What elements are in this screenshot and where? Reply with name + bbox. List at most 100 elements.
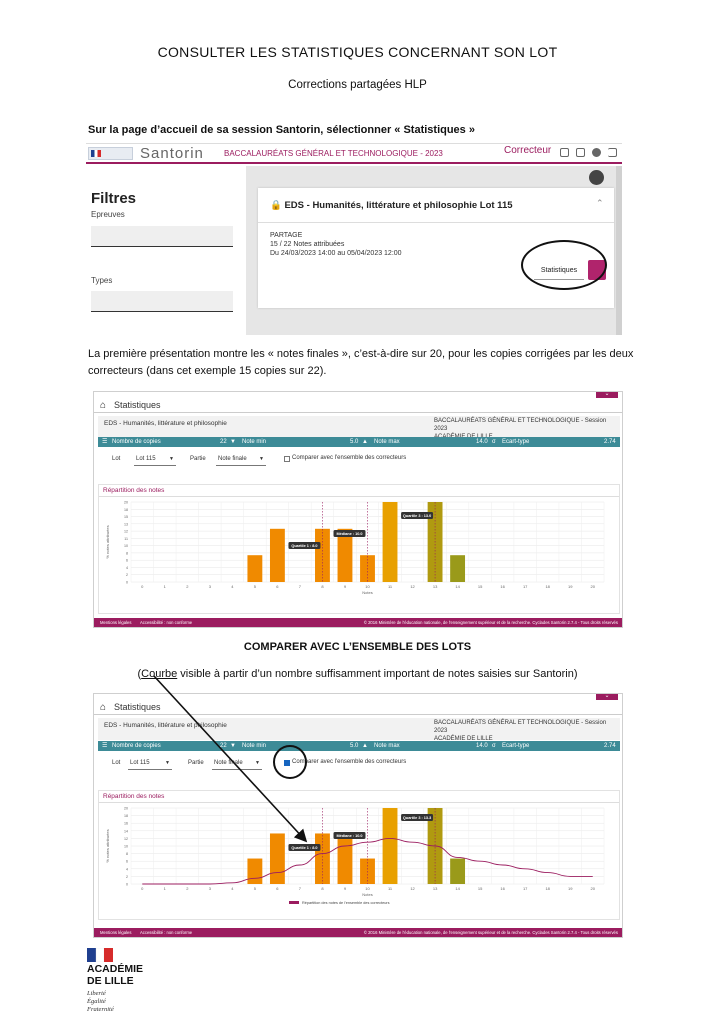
copyright: © 2016 Ministère de l'éducation national… [363, 930, 618, 935]
discipline: EDS - Humanités, littérature et philosop… [104, 722, 227, 729]
x-tick-label: 0 [141, 886, 144, 891]
y-axis-label: % notes attribuées [105, 525, 110, 558]
x-tick-label: 18 [545, 584, 550, 589]
chart-title: Répartition des notes [103, 487, 165, 494]
note-min-value: 5.0 [350, 439, 359, 445]
controls-row: Lot Lot 115 ▼ Partie Note finale ▼ Compare… [98, 754, 620, 774]
partie-label: Partie [190, 456, 206, 462]
x-tick-label: 15 [478, 886, 483, 891]
home-icon[interactable]: ⌂ [100, 400, 107, 411]
instruction-text: Sur la page d’accueil de sa session Sant… [88, 124, 475, 136]
x-tick-label: 12 [410, 584, 415, 589]
x-tick-label: 14 [455, 584, 460, 589]
thumb-down-icon: ▼ [230, 439, 236, 445]
republic-motto: Liberté Égalité Fraternité [87, 990, 114, 1013]
session-title: BACCALAURÉATS GÉNÉRAL ET TECHNOLOGIQUE -… [224, 149, 443, 158]
bac-session: BACCALAURÉATS GÉNÉRAL ET TECHNOLOGIQUE -… [434, 720, 607, 742]
annotation-label: Quartile 1 : 8.0 [291, 846, 317, 850]
chevron-up-icon[interactable]: ⌃ [596, 198, 604, 208]
mentions-link[interactable]: Mentions légales [100, 620, 132, 625]
y-tick-label: 4 [126, 867, 128, 871]
stats-title: Statistiques [114, 400, 161, 410]
info-bar: EDS - Humanités, littérature et philosop… [98, 416, 620, 440]
annotation-label: Quartile 3 : 13.3 [403, 816, 431, 820]
logout-icon[interactable] [608, 148, 617, 157]
section-title-compare: COMPARER AVEC L’ENSEMBLE DES LOTS [243, 641, 472, 653]
thumb-up-icon: ▲ [362, 743, 368, 749]
filter-types-label: Types [91, 276, 113, 285]
x-tick-label: 16 [500, 584, 505, 589]
filter-types-input[interactable] [91, 291, 233, 312]
partie-select[interactable]: Note finale ▼ [216, 453, 266, 466]
lot-select[interactable]: Lot 115 ▼ [134, 453, 176, 466]
accessibility-link[interactable]: Accessibilité : non conforme [140, 930, 193, 935]
marianne-flag-icon [87, 948, 113, 962]
y-axis-label: % notes attribuées [105, 829, 110, 862]
menu-fab-icon[interactable] [589, 170, 604, 185]
lot-select[interactable]: Lot 115 ▼ [128, 757, 172, 770]
x-tick-label: 20 [591, 584, 596, 589]
annotation-label: Quartile 3 : 13.0 [403, 514, 431, 518]
copyright: © 2016 Ministère de l'éducation national… [363, 620, 618, 625]
help-icon[interactable] [592, 148, 601, 157]
note-max-value: 14.0 [476, 743, 488, 749]
annotation-label: Médiane : 10.0 [337, 532, 363, 536]
ecart-label: Ecart-type [502, 439, 530, 445]
x-tick-label: 13 [433, 584, 438, 589]
annotation-box [288, 542, 321, 549]
lots-area: 🔒 EDS - Humanités, littérature et philos… [246, 166, 622, 335]
scrollbar[interactable] [616, 166, 622, 335]
x-tick-label: 2 [186, 584, 189, 589]
mail-icon[interactable] [576, 148, 585, 157]
annotation-box [288, 844, 321, 851]
santorin-header: Santorin BACCALAURÉATS GÉNÉRAL ET TECHNO… [86, 144, 622, 164]
bar [247, 858, 263, 884]
filter-epreuves-input[interactable] [91, 226, 233, 247]
y-tick-label: 14 [124, 829, 128, 833]
annotation-box [333, 832, 366, 839]
santorin-home-screenshot: Santorin BACCALAURÉATS GÉNÉRAL ET TECHNO… [86, 143, 622, 335]
mentions-link[interactable]: Mentions légales [100, 930, 132, 935]
collapse-tab-icon[interactable]: ⌄ [596, 392, 618, 398]
thumb-down-icon: ▼ [230, 743, 236, 749]
y-tick-label: 11 [124, 537, 128, 541]
filters-title: Filtres [91, 190, 137, 207]
bar [382, 502, 398, 582]
x-tick-label: 0 [141, 584, 144, 589]
filters-sidebar: Filtres Epreuves Types [86, 166, 246, 335]
academie-logo-text: ACADÉMIE DE LILLE [87, 963, 144, 987]
statistics-panel-2: ⌄ ⌂ Statistiques EDS - Humanités, littér… [93, 693, 623, 938]
copies-icon: ☰ [102, 743, 108, 749]
thumb-up-icon: ▲ [362, 439, 368, 445]
legend-swatch [289, 901, 299, 904]
bar [450, 555, 466, 582]
stats-footer: Mentions légales Accessibilité : non con… [94, 928, 622, 937]
sigma-icon: σ [492, 743, 496, 749]
x-tick-label: 10 [365, 584, 370, 589]
nb-copies-value: 22 [220, 439, 227, 445]
list-icon[interactable] [560, 148, 569, 157]
bar [247, 555, 263, 582]
compare-checkbox[interactable] [284, 456, 290, 462]
partie-select[interactable]: Note finale ▼ [212, 757, 262, 770]
legend-label: Répartition des notes de l'ensemble des … [302, 901, 390, 905]
x-tick-label: 7 [299, 584, 302, 589]
x-tick-label: 4 [231, 584, 234, 589]
note-max-label: Note max [374, 743, 400, 749]
y-tick-label: 10 [124, 845, 128, 849]
collapse-tab-icon[interactable]: ⌄ [596, 694, 618, 700]
y-tick-label: 2 [126, 573, 128, 577]
x-tick-label: 5 [254, 886, 257, 891]
discipline: EDS - Humanités, littérature et philosop… [104, 420, 227, 427]
home-icon[interactable]: ⌂ [100, 702, 107, 713]
note-min-label: Note min [242, 743, 267, 749]
x-tick-label: 19 [568, 584, 573, 589]
x-tick-label: 1 [164, 584, 167, 589]
x-tick-label: 4 [231, 886, 234, 891]
copies-icon: ☰ [102, 439, 108, 445]
info-bar: EDS - Humanités, littérature et philosop… [98, 718, 620, 742]
accessibility-link[interactable]: Accessibilité : non conforme [140, 620, 193, 625]
x-tick-label: 11 [388, 886, 393, 891]
y-tick-label: 2 [126, 875, 128, 879]
